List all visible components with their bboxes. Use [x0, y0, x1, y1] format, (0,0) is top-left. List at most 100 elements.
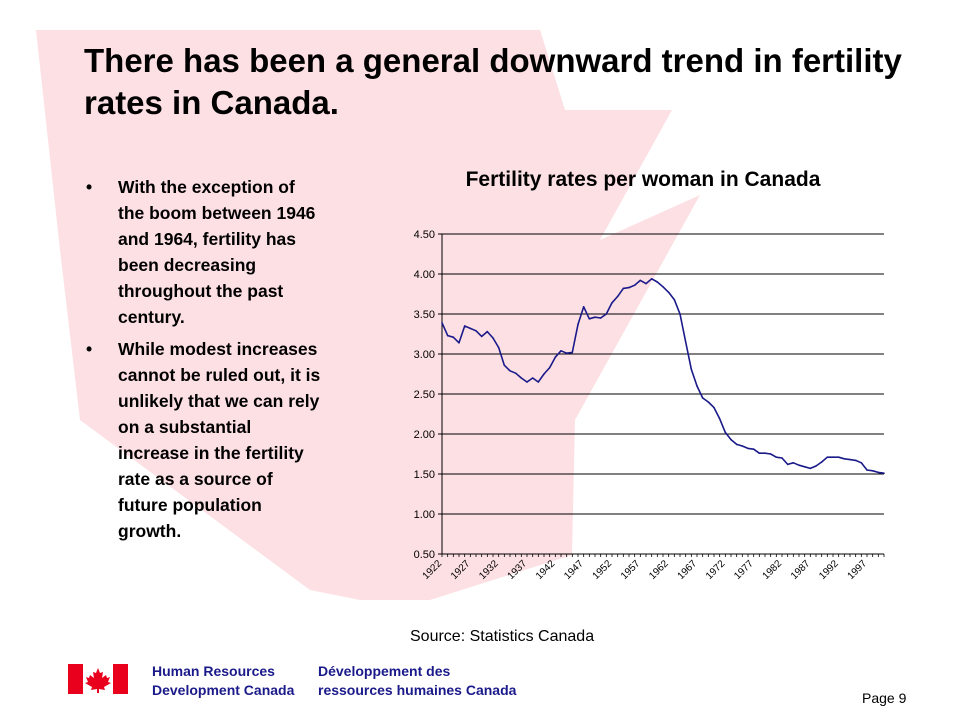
data-point [662, 286, 664, 288]
data-point [860, 462, 863, 464]
data-point [815, 465, 817, 467]
data-point [690, 368, 693, 370]
data-point [718, 418, 721, 420]
department-en-line1: Human Resources [152, 663, 275, 679]
canada-flag-icon [68, 664, 128, 694]
data-point [701, 397, 704, 399]
data-point [679, 313, 681, 315]
data-point [741, 445, 744, 447]
x-tick-label: 1922 [421, 558, 445, 582]
data-point [560, 350, 562, 352]
bullet-icon: • [86, 177, 93, 197]
data-point [843, 458, 846, 460]
data-point [792, 462, 795, 464]
data-point [526, 381, 528, 383]
data-point [520, 377, 523, 379]
x-tick-label: 1962 [647, 558, 671, 582]
data-point [611, 302, 613, 304]
department-name-french: Développement des ressources humaines Ca… [318, 662, 516, 700]
data-point [616, 295, 619, 298]
data-point [582, 306, 585, 308]
data-point [543, 373, 545, 375]
data-point [798, 464, 800, 466]
data-point [803, 466, 806, 468]
data-point [628, 286, 630, 289]
x-tick-label: 1957 [619, 558, 643, 582]
data-point [854, 459, 857, 462]
x-tick-label: 1987 [789, 558, 813, 582]
data-point [458, 342, 460, 344]
x-tick-label: 1947 [562, 558, 586, 582]
data-point [866, 469, 868, 471]
data-point [599, 317, 602, 319]
data-point [730, 438, 732, 441]
data-point [684, 341, 687, 343]
x-tick-label: 1982 [761, 558, 785, 582]
data-point [577, 323, 579, 326]
y-tick-label: 1.50 [414, 469, 435, 481]
data-point [463, 325, 466, 327]
bullet-text: With the exception of the boom between 1… [118, 177, 316, 327]
data-point [639, 279, 642, 282]
data-point [769, 453, 772, 455]
data-point [752, 448, 755, 450]
data-point [622, 287, 625, 290]
data-point [480, 335, 483, 338]
data-point [588, 318, 591, 320]
data-point [441, 322, 443, 324]
x-tick-label: 1932 [477, 558, 501, 582]
data-point [446, 334, 449, 337]
data-point [548, 366, 551, 369]
chart-title: Fertility rates per woman in Canada [465, 168, 821, 191]
bullet-list: • With the exception of the boom between… [86, 174, 322, 550]
data-point [724, 431, 727, 434]
data-point [492, 337, 494, 339]
y-tick-label: 1.00 [414, 509, 435, 521]
data-point [633, 284, 636, 286]
data-point [452, 336, 455, 338]
page-number: Page 9 [862, 690, 907, 706]
data-point [758, 452, 761, 454]
source-note: Source: Statistics Canada [410, 628, 595, 645]
data-point [883, 472, 885, 474]
data-point [781, 457, 783, 459]
data-point [594, 316, 596, 318]
data-point [514, 372, 517, 374]
y-tick-label: 3.50 [414, 309, 435, 321]
data-point [809, 467, 812, 470]
data-point [696, 385, 698, 387]
series-line [441, 277, 885, 474]
data-point [775, 456, 778, 458]
data-point [786, 463, 789, 466]
data-point [571, 351, 574, 354]
data-point [747, 447, 749, 450]
data-point [877, 471, 880, 474]
data-point [469, 327, 472, 330]
x-tick-label: 1972 [704, 558, 728, 582]
y-tick-label: 4.50 [414, 229, 435, 241]
data-point [503, 364, 506, 366]
department-fr-line1: Développement des [318, 663, 451, 679]
data-point [735, 443, 738, 446]
y-tick-label: 0.50 [414, 549, 435, 561]
data-point [849, 458, 851, 461]
department-en-line2: Development Canada [152, 682, 295, 698]
fertility-line-chart: 0.50 1.00 1.50 2.00 2.50 3.00 3.50 4.00 4.50 1922… [414, 229, 885, 582]
data-point [667, 291, 670, 294]
data-point [650, 278, 653, 280]
y-tick-label: 4.00 [414, 269, 435, 281]
x-tick-label: 1927 [449, 558, 473, 582]
data-point [832, 456, 834, 458]
department-name-english: Human Resources Development Canada [152, 662, 294, 700]
data-point [605, 313, 608, 315]
data-point [656, 281, 659, 283]
data-point [565, 352, 568, 354]
data-point [486, 330, 489, 333]
page-title: There has been a general downward trend … [84, 42, 902, 121]
department-fr-line2: ressources humaines Canada [318, 682, 517, 698]
data-point [475, 330, 477, 332]
x-tick-label: 1937 [506, 558, 530, 582]
data-point [531, 377, 534, 379]
data-point [554, 356, 557, 358]
data-point [673, 298, 676, 301]
